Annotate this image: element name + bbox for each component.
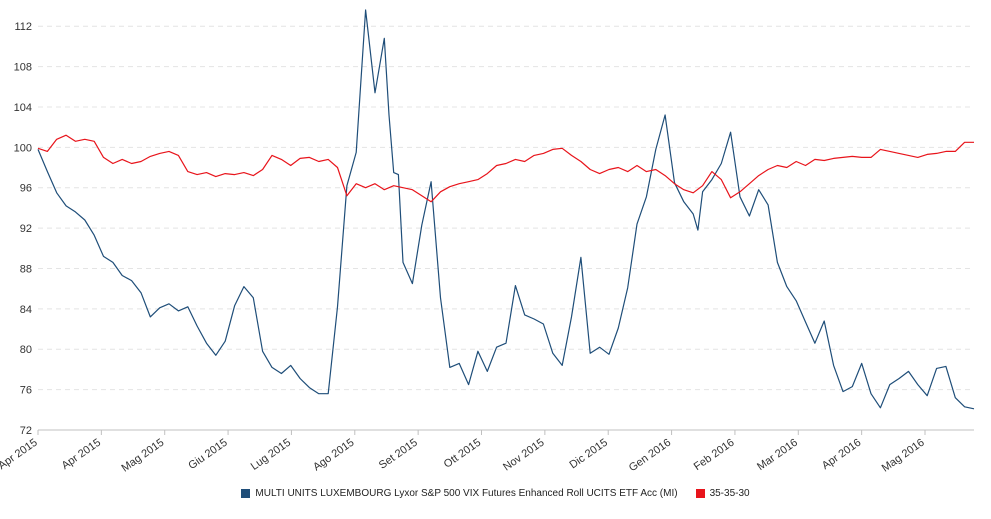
series-line-benchmark[interactable] bbox=[37, 134, 974, 203]
x-axis: Apr 2015 Apr 2015 Mag 2015 Giu 2015 Lug 2015… bbox=[0, 430, 927, 475]
y-tick-label: 76 bbox=[20, 385, 32, 397]
y-tick-label: 72 bbox=[20, 425, 32, 437]
x-tick-label: Mag 2015 bbox=[119, 437, 166, 475]
series-line-etf[interactable] bbox=[37, 9, 975, 410]
legend-swatch-benchmark bbox=[695, 489, 705, 498]
legend-item-benchmark[interactable]: 35-35-30 bbox=[695, 488, 750, 499]
legend-label-etf: MULTI UNITS LUXEMBOURG Lyxor S&P 500 VIX… bbox=[255, 488, 678, 499]
y-tick-label: 100 bbox=[14, 142, 32, 154]
x-tick-label: Giu 2015 bbox=[186, 437, 229, 472]
x-tick-label: Apr 2015 bbox=[60, 437, 103, 472]
legend: MULTI UNITS LUXEMBOURG Lyxor S&P 500 VIX… bbox=[0, 488, 991, 499]
y-tick-label: 104 bbox=[14, 102, 32, 114]
x-tick-label: Ott 2015 bbox=[442, 437, 483, 471]
x-tick-label: Feb 2016 bbox=[692, 437, 737, 473]
x-tick-label: Ago 2015 bbox=[311, 437, 356, 474]
y-tick-label: 80 bbox=[20, 344, 32, 356]
x-tick-label: Mar 2016 bbox=[755, 437, 800, 473]
y-tick-label: 92 bbox=[20, 223, 32, 235]
y-tick-label: 84 bbox=[20, 304, 32, 316]
x-tick-label: Lug 2015 bbox=[249, 437, 293, 473]
x-tick-label: Dic 2015 bbox=[567, 437, 609, 472]
legend-label-benchmark: 35-35-30 bbox=[709, 488, 750, 499]
legend-item-etf[interactable]: MULTI UNITS LUXEMBOURG Lyxor S&P 500 VIX… bbox=[241, 488, 678, 499]
y-tick-label: 112 bbox=[14, 21, 32, 33]
x-tick-label: Mag 2016 bbox=[880, 437, 927, 475]
y-tick-label: 88 bbox=[20, 263, 32, 275]
series-lines bbox=[37, 9, 975, 410]
y-tick-label: 108 bbox=[14, 62, 32, 74]
x-tick-label: Set 2015 bbox=[377, 437, 420, 472]
gridlines bbox=[38, 25, 974, 391]
x-tick-label: Apr 2016 bbox=[820, 437, 863, 472]
x-tick-label: Gen 2016 bbox=[627, 437, 673, 475]
legend-swatch-etf bbox=[241, 489, 251, 498]
x-tick-label: Apr 2015 bbox=[0, 437, 40, 472]
x-tick-label: Nov 2015 bbox=[501, 437, 546, 474]
y-tick-label: 96 bbox=[20, 183, 32, 195]
y-axis: 72 76 80 84 88 92 96 100 104 108 112 bbox=[14, 21, 32, 437]
